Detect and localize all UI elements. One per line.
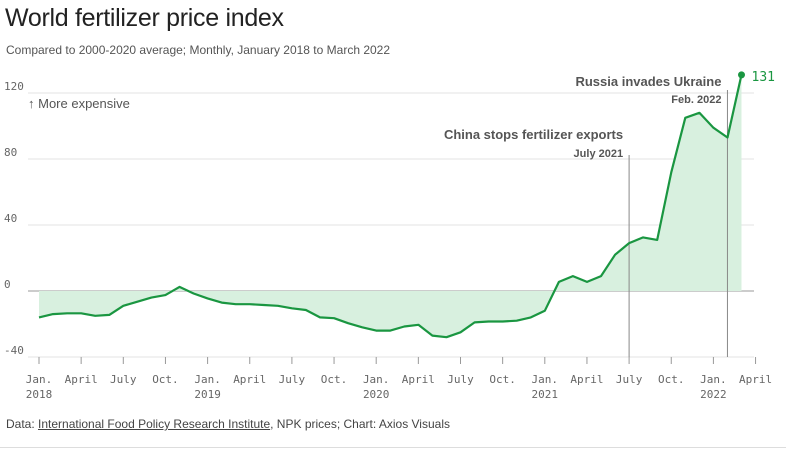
x-tick-label: Oct. (489, 373, 516, 386)
x-tick-year: 2021 (532, 388, 559, 401)
x-tick-year: 2022 (700, 388, 727, 401)
area-fill (39, 74, 742, 338)
x-tick-label: April (233, 373, 266, 386)
x-tick-label: July (279, 373, 306, 386)
x-tick-label: Jan. (700, 373, 727, 386)
y-tick-label: 40 (4, 212, 17, 225)
bottom-divider (0, 447, 786, 448)
x-tick-year: 2019 (194, 388, 221, 401)
chart-svg: -40 0 40 80 120 131 China stops fertilizer e… (4, 70, 775, 401)
x-tick-label: Oct. (321, 373, 348, 386)
annotation-title: China stops fertilizer exports (444, 127, 623, 142)
annotation-title: Russia invades Ukraine (575, 74, 721, 89)
last-point-marker (738, 71, 745, 79)
x-axis-ticks: Jan. 2018 April July Oct. Jan. 2019 April July Oc… (26, 357, 772, 401)
chart-subtitle: Compared to 2000-2020 average; Monthly, … (6, 43, 391, 57)
x-tick-label: Jan. (26, 373, 53, 386)
x-tick-label: July (616, 373, 643, 386)
source-line: Data: International Food Policy Research… (6, 417, 450, 431)
x-tick-label: July (110, 373, 137, 386)
source-suffix: , NPK prices; Chart: Axios Visuals (270, 417, 450, 431)
source-prefix: Data: (6, 417, 39, 431)
chart-title: World fertilizer price index (5, 4, 284, 32)
x-tick-label: Oct. (658, 373, 685, 386)
more-expensive-note: ↑ More expensive (28, 96, 130, 111)
x-tick-year: 2020 (363, 388, 390, 401)
y-tick-label: 0 (4, 278, 11, 291)
y-tick-label: 80 (4, 146, 17, 159)
x-tick-label: April (65, 373, 98, 386)
annotation-date: July 2021 (574, 148, 624, 160)
x-tick-year: 2018 (26, 388, 53, 401)
x-tick-label: April (570, 373, 603, 386)
x-tick-label: Oct. (152, 373, 179, 386)
x-tick-label: April (402, 373, 435, 386)
last-value-label: 131 (752, 70, 775, 85)
y-axis-ticks: -40 0 40 80 120 (4, 80, 24, 357)
source-link[interactable]: International Food Policy Research Insti… (38, 417, 271, 431)
x-tick-label: July (447, 373, 474, 386)
annotation-labels: China stops fertilizer exports July 2021 R… (444, 74, 722, 160)
series-line (38, 74, 743, 339)
x-tick-label: Jan. (532, 373, 559, 386)
annotation-date: Feb. 2022 (671, 94, 721, 106)
y-tick-label: 120 (4, 80, 24, 93)
x-tick-label: Jan. (363, 373, 390, 386)
x-tick-label: Jan. (194, 373, 221, 386)
x-tick-label: April (739, 373, 772, 386)
y-tick-label: -40 (4, 344, 24, 357)
